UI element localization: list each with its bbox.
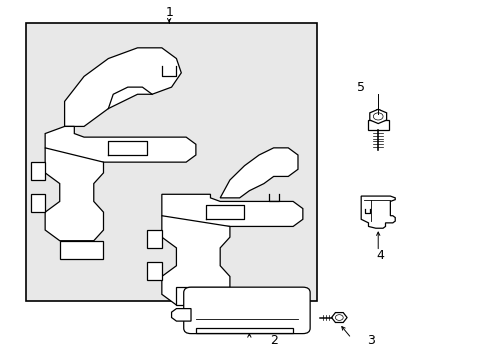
Polygon shape: [30, 162, 45, 180]
Polygon shape: [60, 241, 103, 258]
Polygon shape: [147, 230, 162, 248]
Polygon shape: [147, 262, 162, 280]
Circle shape: [335, 315, 343, 320]
Text: 4: 4: [376, 248, 384, 261]
Polygon shape: [176, 287, 229, 305]
Polygon shape: [196, 328, 292, 333]
Bar: [26, 23, 317, 301]
Text: 2: 2: [269, 334, 277, 347]
Polygon shape: [361, 196, 394, 228]
FancyBboxPatch shape: [183, 287, 309, 334]
Text: 3: 3: [366, 334, 374, 347]
Polygon shape: [162, 194, 302, 226]
Text: 1: 1: [165, 6, 173, 19]
Circle shape: [372, 113, 382, 120]
Polygon shape: [64, 48, 181, 126]
Bar: [367, 120, 388, 130]
Polygon shape: [45, 126, 196, 162]
Polygon shape: [162, 216, 229, 305]
Text: 5: 5: [356, 81, 365, 94]
Polygon shape: [45, 148, 103, 241]
Polygon shape: [171, 309, 191, 321]
Polygon shape: [220, 148, 297, 198]
Polygon shape: [30, 194, 45, 212]
